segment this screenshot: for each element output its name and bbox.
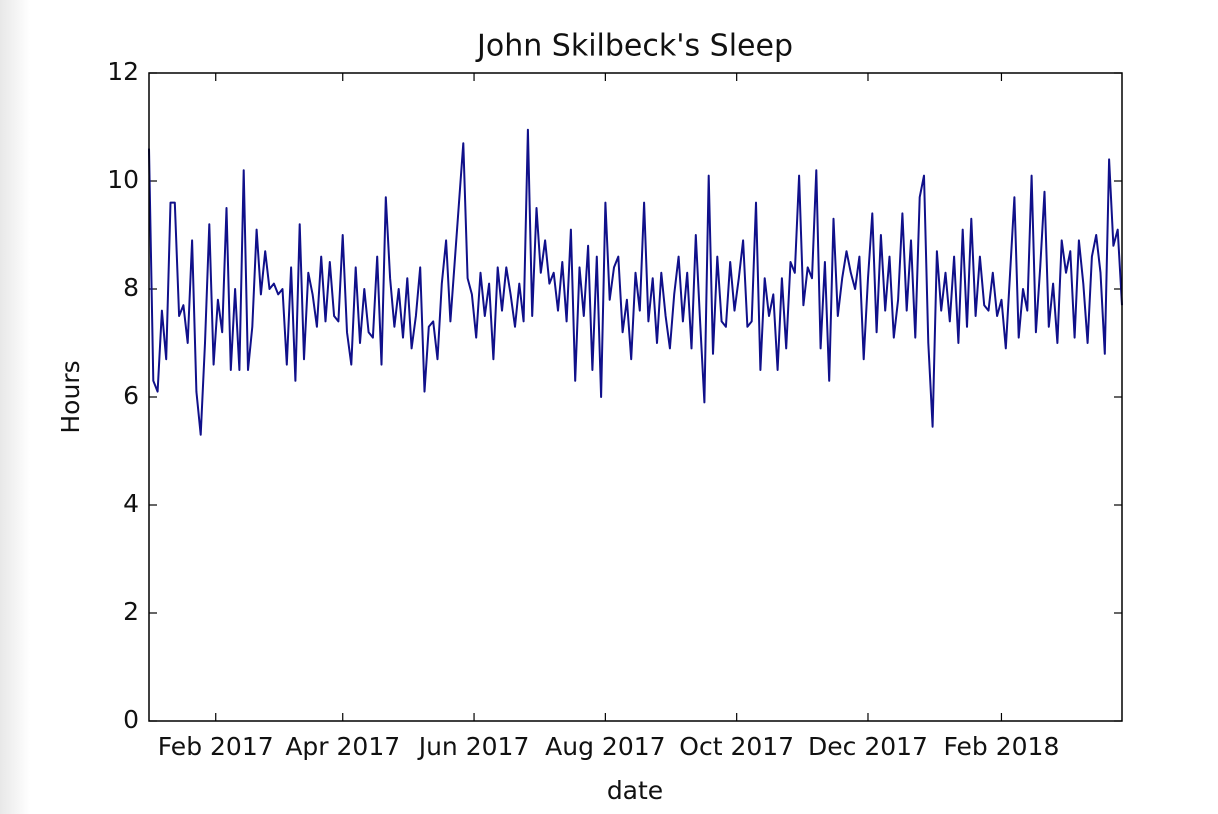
- x-tick-label: Dec 2017: [808, 732, 928, 761]
- shadow: [0, 0, 30, 814]
- y-tick-label: 8: [123, 273, 139, 302]
- x-tick-label: Feb 2017: [158, 732, 274, 761]
- x-tick-label: Oct 2017: [679, 732, 794, 761]
- plot-frame: [148, 72, 1123, 722]
- x-tick-label: Apr 2017: [285, 732, 400, 761]
- y-tick-label: 6: [123, 381, 139, 410]
- y-tick-label: 4: [123, 489, 139, 518]
- y-tick-label: 12: [107, 57, 139, 86]
- y-tick-label: 0: [123, 705, 139, 734]
- y-tick-label: 10: [107, 165, 139, 194]
- x-tick-label: Aug 2017: [545, 732, 665, 761]
- line-series: [148, 128, 1123, 436]
- chart-title: John Skilbeck's Sleep: [475, 29, 793, 64]
- y-axis-label: Hours: [56, 360, 85, 433]
- x-tick-label: Feb 2018: [944, 732, 1060, 761]
- x-tick-label: Jun 2017: [417, 732, 530, 761]
- x-axis-label: date: [607, 776, 663, 805]
- y-tick-label: 2: [123, 597, 139, 626]
